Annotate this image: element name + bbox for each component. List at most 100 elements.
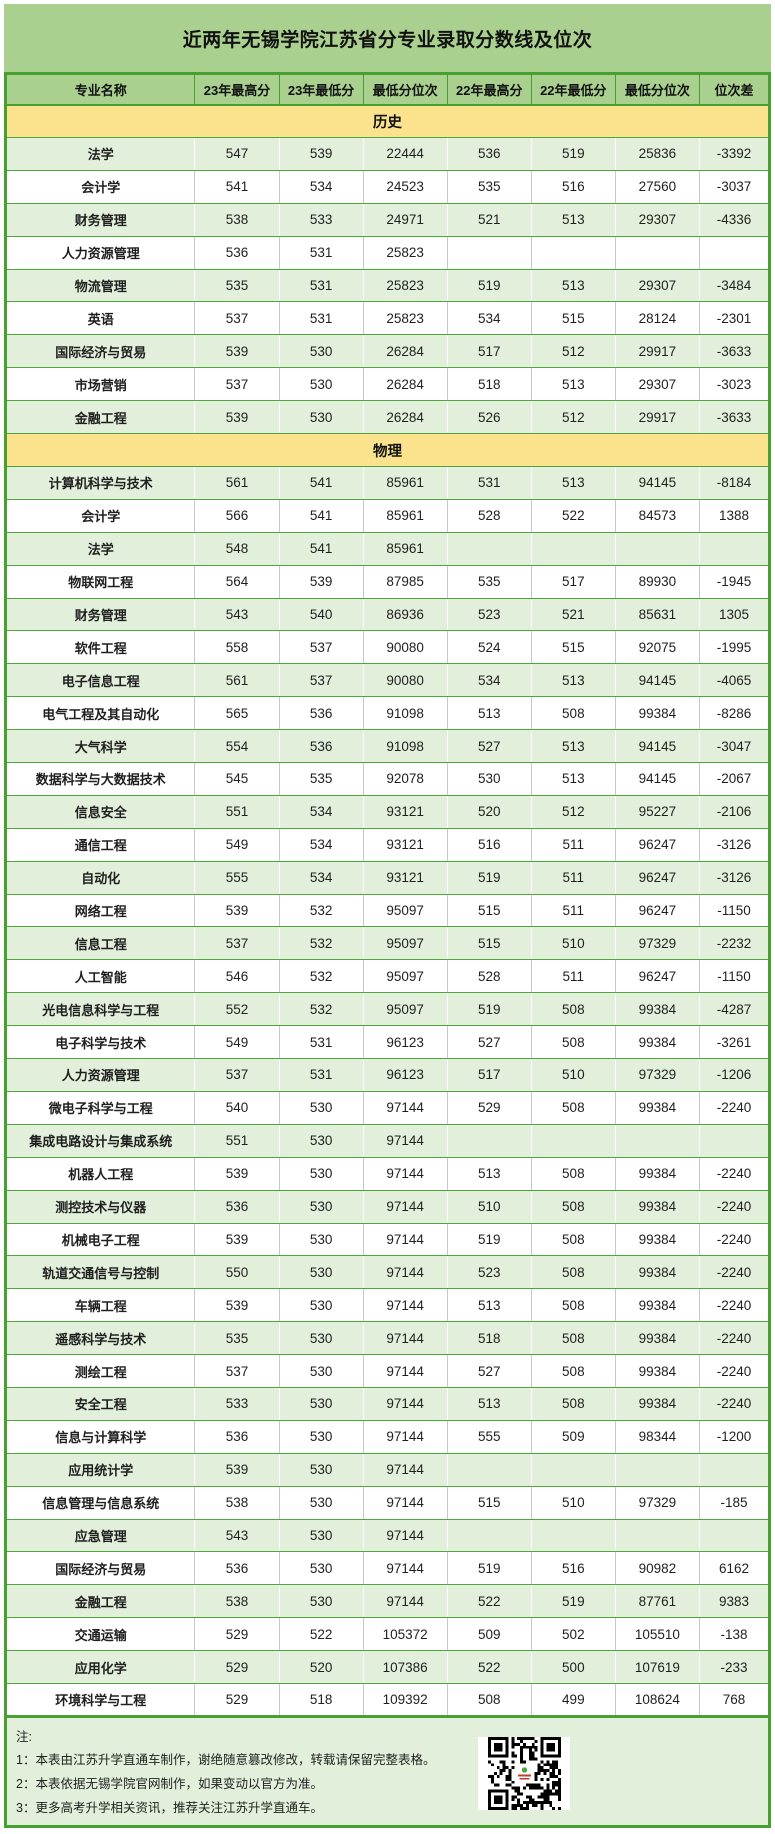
- score-cell: 25823: [362, 301, 448, 336]
- score-cell: [530, 1519, 616, 1553]
- table-row: 测绘工程 537 530 97144 527 508 99384 -2240: [5, 1354, 770, 1388]
- score-cell: 94145: [614, 729, 700, 764]
- score-cell: 517: [530, 565, 616, 599]
- score-cell: 530: [278, 367, 364, 402]
- score-cell: 564: [194, 565, 280, 599]
- score-cell: 84573: [614, 499, 700, 533]
- score-cell: -2067: [698, 762, 770, 796]
- table-row: 金融工程 539 530 26284 526 512 29917 -3633: [5, 400, 770, 435]
- score-cell: 107619: [614, 1650, 700, 1684]
- score-cell: -3633: [698, 400, 770, 435]
- score-cell: 29307: [614, 269, 700, 303]
- score-cell: 520: [446, 795, 532, 829]
- score-cell: 510: [530, 1486, 616, 1520]
- major-name-cell: 车辆工程: [5, 1288, 195, 1323]
- score-cell: 541: [278, 499, 364, 533]
- score-cell: [614, 236, 700, 270]
- score-cell: -1150: [698, 894, 770, 928]
- score-cell: 539: [194, 1453, 280, 1487]
- score-cell: 549: [194, 1025, 280, 1060]
- table-row: 电气工程及其自动化 565 536 91098 513 508 99384 -8286: [5, 696, 770, 731]
- score-cell: [530, 1453, 616, 1487]
- score-cell: 532: [278, 959, 364, 994]
- score-cell: 532: [278, 926, 364, 961]
- score-cell: 93121: [362, 828, 448, 862]
- score-cell: 554: [194, 729, 280, 764]
- score-cell: 508: [530, 1025, 616, 1060]
- major-name-cell: 测控技术与仪器: [5, 1190, 195, 1224]
- score-cell: 523: [446, 1255, 532, 1290]
- score-cell: [530, 236, 616, 270]
- major-name-cell: 人力资源管理: [5, 1058, 195, 1092]
- score-cell: 519: [446, 1223, 532, 1257]
- admission-score-table: 专业名称 23年最高分 23年最低分 最低分位次 22年最高分 22年最低分 最低分位次 位次…: [4, 72, 771, 1718]
- notes: 注: 1：本表由江苏升学直通车制作，谢绝随意篡改修改，转载请保留完整表格。 2：本…: [16, 1726, 435, 1820]
- score-cell: 539: [194, 1157, 280, 1191]
- score-cell: 109392: [362, 1683, 448, 1717]
- score-cell: 537: [194, 1058, 280, 1092]
- score-cell: -1200: [698, 1420, 770, 1454]
- score-cell: 529: [194, 1650, 280, 1684]
- score-cell: 537: [194, 301, 280, 336]
- score-cell: 539: [194, 1288, 280, 1323]
- table-row: 会计学 541 534 24523 535 516 27560 -3037: [5, 170, 770, 204]
- table-row: 人力资源管理 536 531 25823: [5, 236, 770, 270]
- score-cell: 502: [530, 1617, 616, 1652]
- score-cell: 530: [278, 334, 364, 369]
- score-cell: 536: [446, 137, 532, 171]
- score-cell: 537: [194, 926, 280, 961]
- score-cell: 537: [194, 1354, 280, 1388]
- score-cell: -8184: [698, 466, 770, 500]
- major-name-cell: 物联网工程: [5, 565, 195, 599]
- score-cell: 516: [446, 828, 532, 862]
- score-cell: 538: [194, 1486, 280, 1520]
- score-cell: 531: [446, 466, 532, 500]
- score-cell: -3392: [698, 137, 770, 171]
- score-cell: 85961: [362, 532, 448, 566]
- score-cell: 531: [278, 1058, 364, 1092]
- score-cell: 534: [446, 663, 532, 698]
- score-cell: -185: [698, 1486, 770, 1520]
- score-cell: 513: [446, 696, 532, 731]
- score-cell: 530: [278, 1091, 364, 1125]
- score-cell: 533: [278, 203, 364, 237]
- score-cell: 91098: [362, 696, 448, 731]
- score-cell: 531: [278, 269, 364, 303]
- score-cell: 537: [278, 630, 364, 665]
- score-cell: 549: [194, 828, 280, 862]
- table-row: 应急管理 543 530 97144: [5, 1519, 770, 1553]
- score-cell: -4287: [698, 992, 770, 1027]
- score-cell: 530: [278, 1223, 364, 1257]
- score-cell: 97144: [362, 1519, 448, 1553]
- score-cell: 93121: [362, 861, 448, 895]
- score-cell: 543: [194, 1519, 280, 1553]
- column-header-4: 22年最高分: [446, 73, 532, 106]
- score-cell: 95227: [614, 795, 700, 829]
- score-cell: 539: [278, 137, 364, 171]
- score-cell: 9383: [698, 1584, 770, 1619]
- major-name-cell: 人力资源管理: [5, 236, 195, 270]
- major-name-cell: 信息与计算科学: [5, 1420, 195, 1454]
- score-cell: 530: [278, 1288, 364, 1323]
- score-cell: 97329: [614, 1486, 700, 1520]
- table-row: 电子科学与技术 549 531 96123 527 508 99384 -3261: [5, 1025, 770, 1060]
- score-cell: 536: [278, 729, 364, 764]
- column-header-1: 23年最高分: [194, 73, 280, 106]
- score-cell: 1388: [698, 499, 770, 533]
- score-cell: 565: [194, 696, 280, 731]
- table-row: 信息管理与信息系统 538 530 97144 515 510 97329 -185: [5, 1486, 770, 1520]
- score-cell: 511: [530, 894, 616, 928]
- score-cell: 513: [446, 1387, 532, 1421]
- table-row: 会计学 566 541 85961 528 522 84573 1388: [5, 499, 770, 533]
- major-name-cell: 人工智能: [5, 959, 195, 994]
- score-cell: 536: [194, 236, 280, 270]
- score-cell: 530: [278, 1420, 364, 1454]
- score-cell: 530: [278, 1551, 364, 1586]
- score-cell: 90080: [362, 630, 448, 665]
- score-cell: 86936: [362, 598, 448, 632]
- score-cell: 90080: [362, 663, 448, 698]
- score-cell: 508: [530, 1190, 616, 1224]
- score-cell: 511: [530, 959, 616, 994]
- score-cell: -4336: [698, 203, 770, 237]
